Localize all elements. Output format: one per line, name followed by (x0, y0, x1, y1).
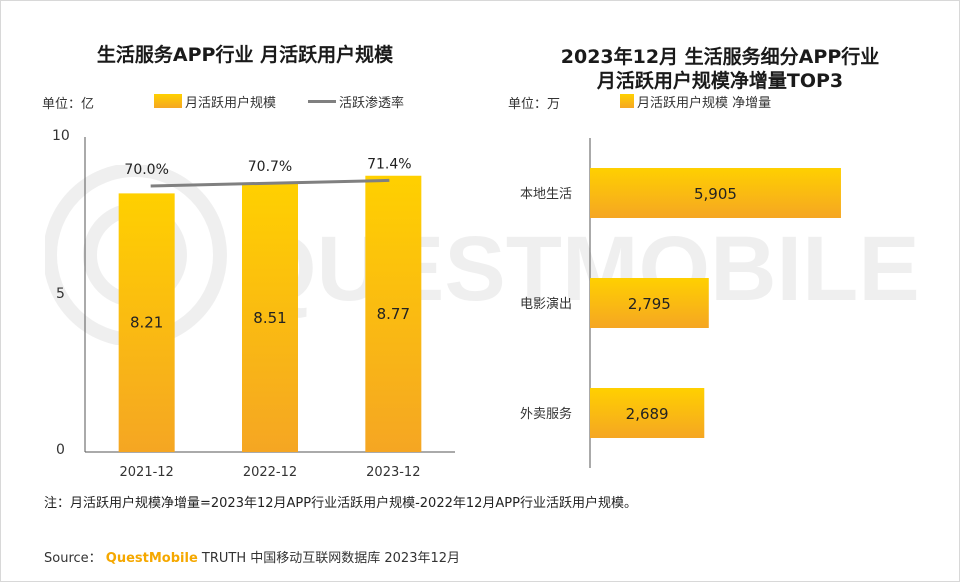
bar-2022-12 (242, 183, 298, 452)
source-line: Source： QuestMobile TRUTH 中国移动互联网数据库 202… (44, 547, 460, 566)
line-value-label: 71.4% (367, 156, 411, 172)
category-label: 电影演出 (520, 296, 572, 312)
right-chart-title-line2: 月活跃用户规模净增量TOP3 (596, 70, 844, 92)
watermark-logo: QUESTMOBILE (45, 165, 920, 345)
x-tick-label: 2021-12 (120, 465, 174, 480)
watermark-text: QUESTMOBILE (245, 218, 920, 320)
left-chart-plot: 8.21 2021-12 8.51 2022-12 8.77 2023-12 70.0% 70… (84, 137, 455, 480)
bar-2023-12 (365, 175, 422, 452)
left-legend-line-label: 活跃渗透率 (339, 96, 405, 111)
right-chart-title-line1: 2023年12月 生活服务细分APP行业 (560, 46, 880, 68)
right-chart-plot: 5,905 本地生活 2,795 电影演出 2,689 外卖服务 (520, 138, 841, 468)
bar-value-label: 8.77 (377, 305, 410, 323)
left-legend-bar-label: 月活跃用户规模 (185, 96, 277, 111)
hbar-外卖服务 (590, 388, 705, 438)
line-value-label: 70.7% (248, 159, 292, 175)
penetration-line (150, 178, 390, 188)
source-brand: QuestMobile (105, 551, 198, 566)
y-tick-0: 0 (56, 442, 65, 458)
source-label: Source： (44, 551, 102, 566)
bar-value-label: 8.21 (130, 314, 163, 332)
source-rest: TRUTH 中国移动互联网数据库 2023年12月 (201, 551, 461, 566)
category-label: 本地生活 (520, 187, 572, 202)
hbar-电影演出 (590, 278, 709, 328)
category-label: 外卖服务 (520, 406, 572, 422)
x-tick-label: 2023-12 (366, 465, 420, 480)
left-chart-unit: 单位：亿 (42, 97, 95, 112)
y-tick-5: 5 (56, 286, 65, 302)
right-legend-bar-label: 月活跃用户规模 净增量 (637, 96, 772, 111)
left-chart-title: 生活服务APP行业 月活跃用户规模 (96, 44, 394, 66)
right-chart-unit: 单位：万 (508, 97, 561, 112)
bar-value-label: 8.51 (253, 309, 286, 327)
right-legend-bar-swatch (620, 94, 634, 108)
bar-2021-12 (118, 193, 175, 452)
left-legend-bar-swatch (154, 94, 182, 108)
y-tick-10: 10 (52, 128, 70, 144)
left-legend-line-swatch (308, 100, 336, 103)
hbar-value-label: 5,905 (694, 185, 737, 203)
x-tick-label: 2022-12 (243, 465, 297, 480)
hbar-value-label: 2,689 (626, 405, 669, 423)
hbar-本地生活 (590, 168, 841, 218)
hbar-value-label: 2,795 (628, 295, 671, 313)
footnote: 注：月活跃用户规模净增量=2023年12月APP行业活跃用户规模-2022年12… (44, 496, 637, 511)
line-value-label: 70.0% (124, 162, 168, 178)
